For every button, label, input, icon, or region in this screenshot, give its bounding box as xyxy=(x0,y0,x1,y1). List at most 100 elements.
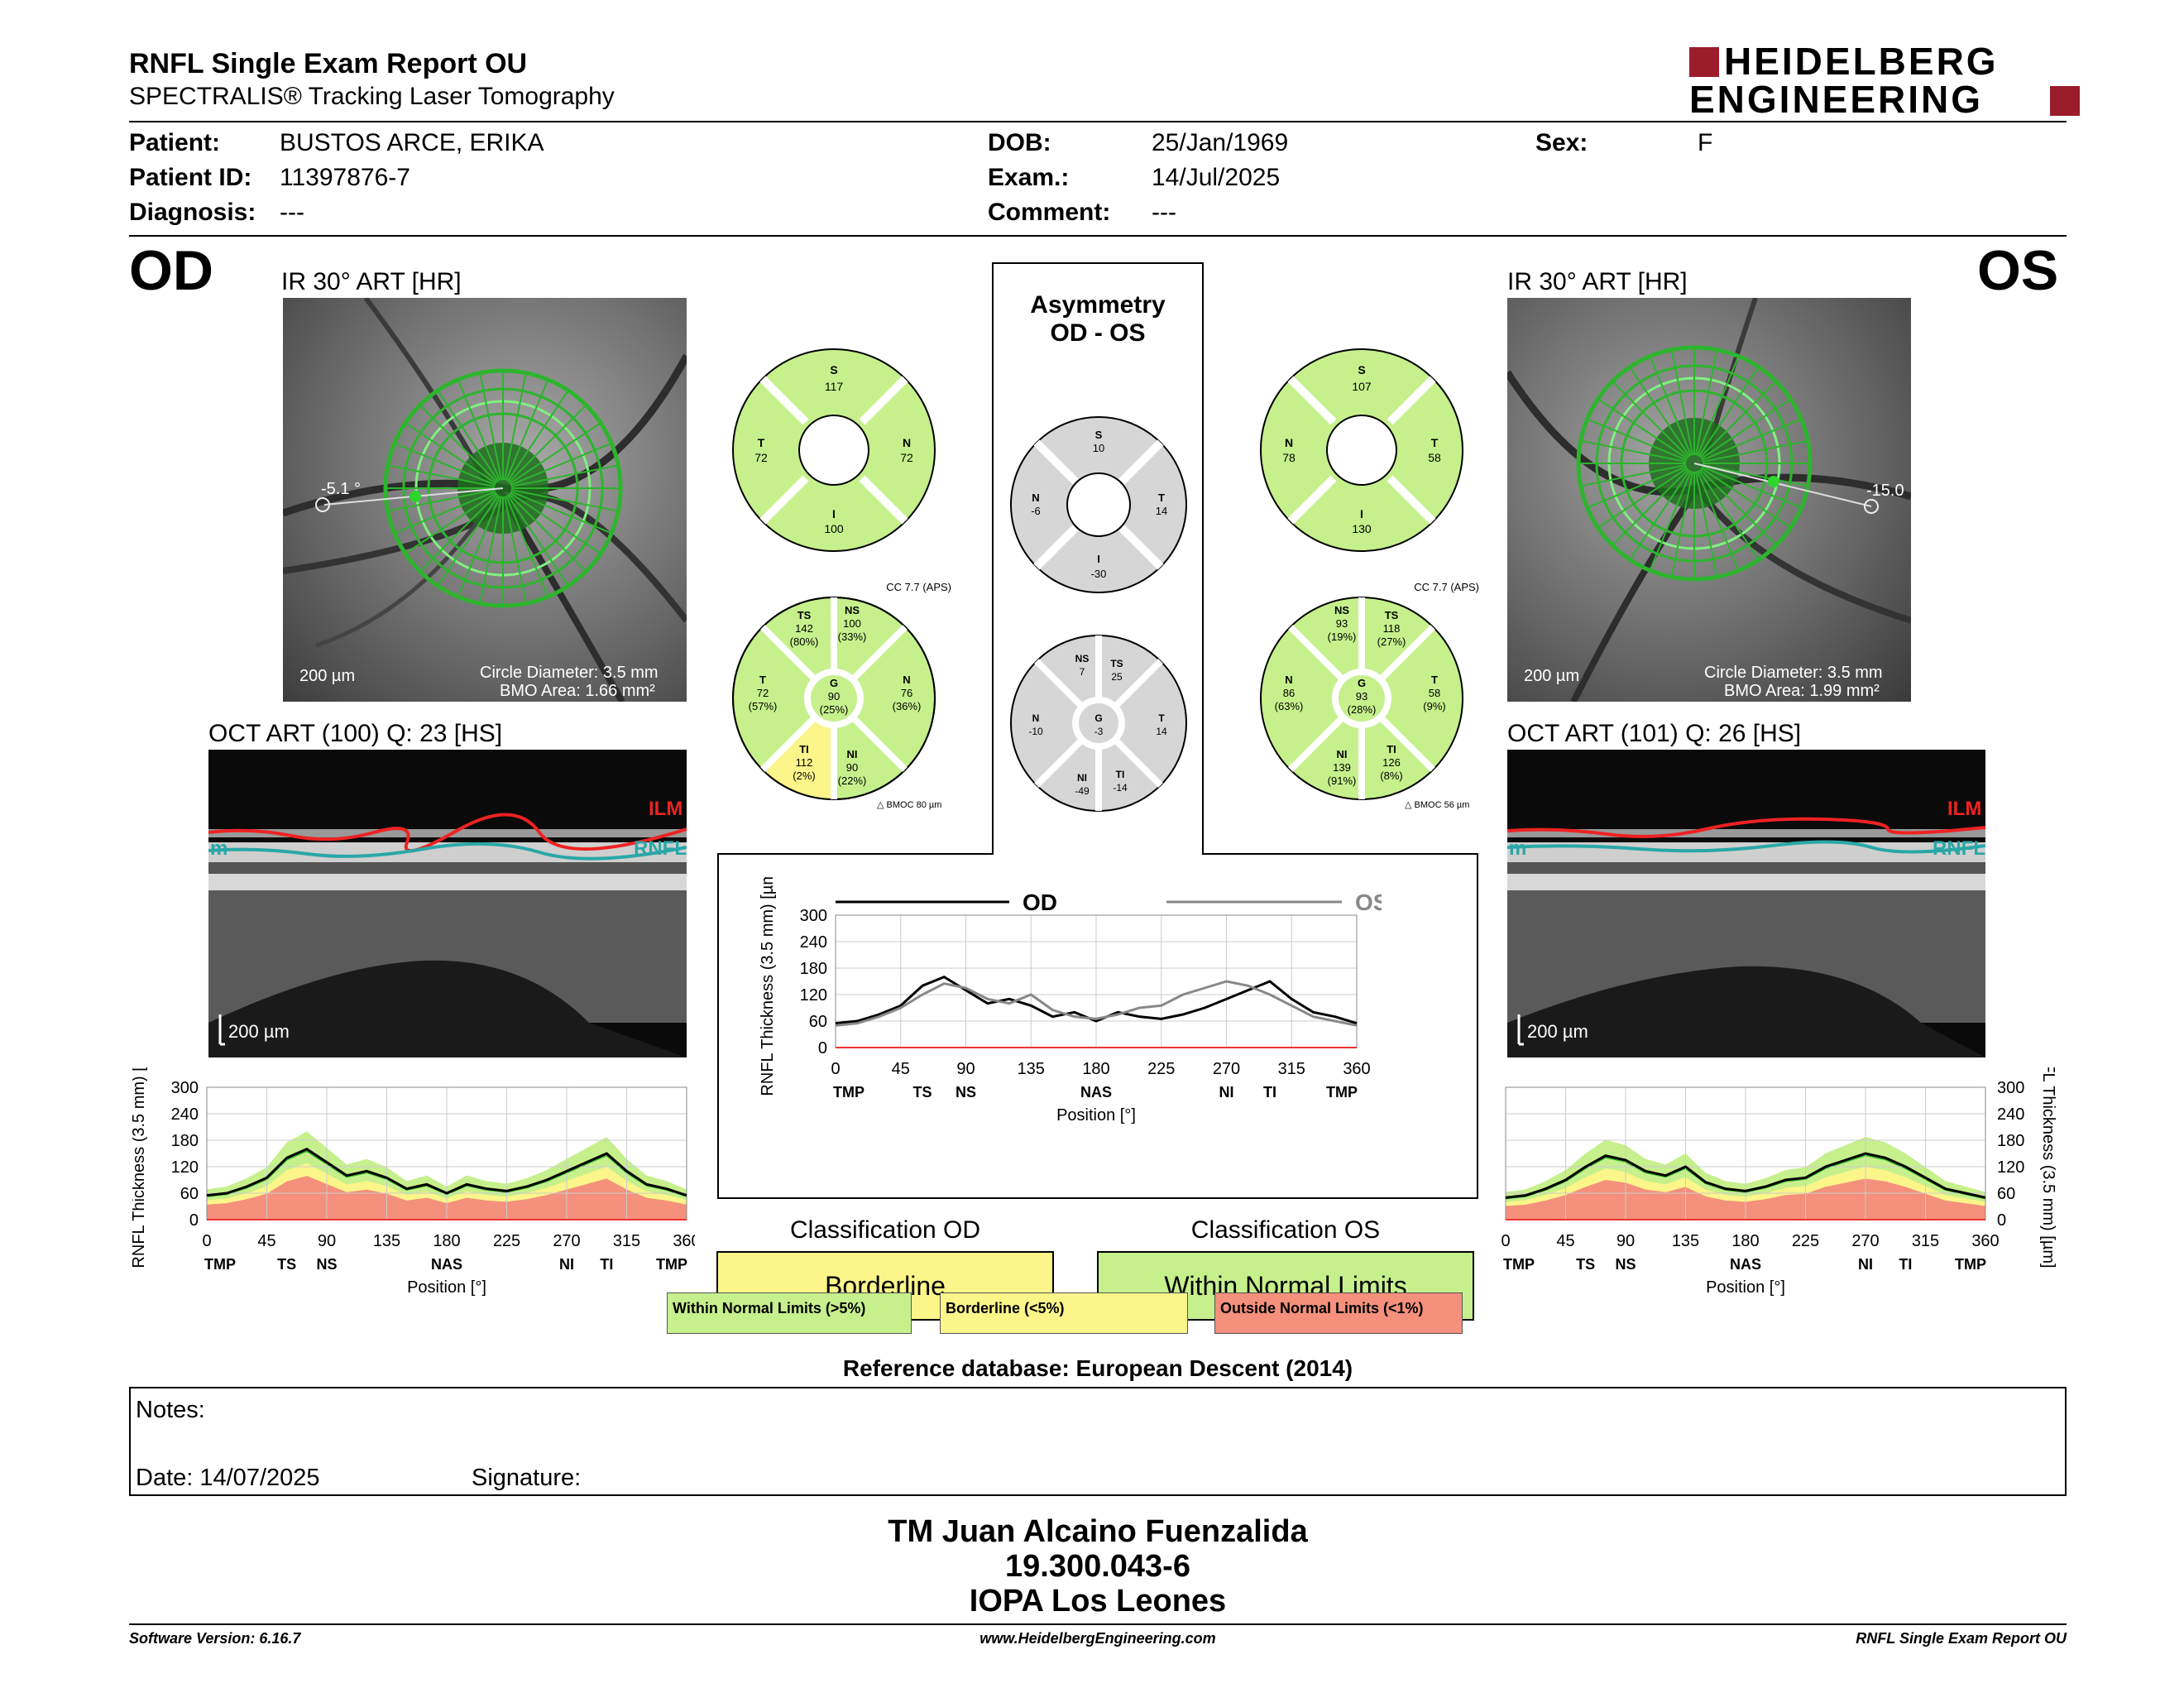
sector-tick-label: NAS xyxy=(1730,1256,1761,1273)
asym-sec-g-value: -3 xyxy=(1094,726,1104,737)
sector-tick-label: NS xyxy=(1615,1256,1636,1273)
sector-tick-label: NI xyxy=(559,1256,574,1273)
comment-value: --- xyxy=(1152,199,1176,226)
os-quad-i-label: I xyxy=(1360,507,1363,520)
od-sec-g-pct: (25%) xyxy=(820,703,849,716)
asym-sector-diagram: NS 7 TS 25 N -10 G -3 T 14 NI -49 TI -14 xyxy=(1010,635,1187,812)
x-tick-label: 270 xyxy=(1213,1060,1240,1078)
os-sec-ti-value: 126 xyxy=(1382,756,1401,769)
od-cc-label: CC 7.7 (APS) xyxy=(886,581,951,593)
scan-spoke xyxy=(1597,467,1688,529)
scan-spoke xyxy=(1700,467,1791,529)
rnfl-thickness-line xyxy=(206,1147,687,1197)
od-sec-ni-pct: (22%) xyxy=(838,774,867,787)
scan-spoke xyxy=(510,442,612,487)
sector-tick-label: NI xyxy=(1858,1256,1873,1273)
asym-sec-n-value: -10 xyxy=(1028,726,1043,737)
scan-spoke xyxy=(508,404,587,483)
os-sec-n-pct: (63%) xyxy=(1275,700,1304,712)
y-axis-label: RNFL Thickness (3.5 mm) [µm] xyxy=(2039,1067,2057,1268)
scan-spoke xyxy=(457,379,501,482)
scan-spoke xyxy=(1696,470,1740,571)
scan-spoke xyxy=(394,442,496,487)
os-sec-t-value: 58 xyxy=(1429,687,1440,699)
os-sec-g-value: 93 xyxy=(1356,690,1367,703)
sector-tick-label: TI xyxy=(1263,1084,1276,1101)
od-thickness-chart: 0 60 120 180 240 300 0 45 90 135 180 225 270 315 360 TM… xyxy=(132,1067,695,1297)
scan-spoke xyxy=(1701,418,1802,462)
exam-date: 14/Jul/2025 xyxy=(1152,164,1281,191)
od-sec-n-pct: (36%) xyxy=(893,700,922,712)
od-ir-title: IR 30° ART [HR] xyxy=(281,268,462,295)
od-sector-diagram: CC 7.7 (APS) TS 142 (80%) NS 100 (33%) T… xyxy=(732,581,951,810)
x-axis-label: Position [°] xyxy=(407,1278,486,1297)
scan-spoke xyxy=(510,490,612,535)
x-axis-label: Position [°] xyxy=(1706,1278,1785,1297)
asym-sec-g-label: G xyxy=(1094,712,1102,724)
sector-tick-label: NI xyxy=(1219,1084,1234,1101)
od-bmo-area: BMO Area: 1.66 mm² xyxy=(500,682,655,700)
asym-quad-t-label: T xyxy=(1158,492,1165,504)
os-ilm-label: ILM xyxy=(1947,798,1982,820)
scan-spoke xyxy=(1699,468,1777,546)
signer-place: IOPA Los Leones xyxy=(969,1584,1227,1618)
od-sec-ts-pct: (80%) xyxy=(790,635,819,648)
scan-spoke xyxy=(437,494,500,587)
scan-spoke xyxy=(509,492,601,554)
os-ir-title: IR 30° ART [HR] xyxy=(1507,268,1688,295)
scan-spoke xyxy=(510,464,619,488)
od-sec-ts-value: 142 xyxy=(795,622,813,635)
x-tick-label: 225 xyxy=(1147,1060,1175,1078)
signer-id: 19.300.043-6 xyxy=(1005,1549,1190,1584)
x-tick-label: 180 xyxy=(1731,1232,1759,1250)
os-sec-ni-label: NI xyxy=(1337,748,1348,760)
od-quadrant-diagram: S 117 T 72 N 72 I 100 xyxy=(732,348,936,552)
asymmetry-title: Asymmetry xyxy=(1030,291,1166,319)
asym-sec-ns-label: NS xyxy=(1075,653,1090,664)
os-sec-ns-value: 93 xyxy=(1336,617,1348,630)
scan-spoke xyxy=(479,496,503,604)
y-tick-label: 0 xyxy=(1997,1211,2006,1230)
scan-spoke xyxy=(1629,469,1691,560)
od-sec-ti-value: 112 xyxy=(796,756,813,769)
notes-date: Date: 14/07/2025 xyxy=(136,1465,320,1491)
y-tick-label: 300 xyxy=(800,907,827,925)
patient-label: Patient: xyxy=(129,129,221,156)
asym-quad-s-label: S xyxy=(1095,429,1103,441)
asym-quad-t-value: 14 xyxy=(1156,505,1167,517)
od-quad-s-label: S xyxy=(830,363,837,376)
patient-id-label: Patient ID: xyxy=(129,164,252,191)
reference-database: Reference database: European Descent (20… xyxy=(842,1355,1353,1381)
dob-label: DOB: xyxy=(988,129,1051,156)
sector-tick-label: NAS xyxy=(431,1256,462,1273)
x-tick-label: 315 xyxy=(1278,1060,1305,1078)
os-quadrant-diagram: S 107 N 78 T 58 I 130 xyxy=(1260,348,1463,552)
asym-sec-t-label: T xyxy=(1158,712,1165,724)
asym-quadrant-diagram: S 10 N -6 T 14 I -30 xyxy=(1010,416,1187,593)
sector-tick-label: TI xyxy=(1899,1256,1912,1273)
os-quad-t-label: T xyxy=(1431,436,1439,449)
x-tick-label: 90 xyxy=(1616,1232,1635,1250)
od-sec-g-label: G xyxy=(830,677,838,689)
scan-spoke xyxy=(405,492,497,554)
sector-tick-label: TMP xyxy=(1503,1256,1535,1273)
os-sec-n-label: N xyxy=(1285,674,1292,686)
os-sec-ni-pct: (91%) xyxy=(1328,774,1357,787)
scan-spoke xyxy=(1696,356,1740,457)
y-tick-label: 120 xyxy=(800,986,827,1005)
x-tick-label: 45 xyxy=(1556,1232,1574,1250)
od-ilm-label: ILM xyxy=(649,798,683,820)
y-tick-label: 60 xyxy=(1997,1185,2015,1203)
software-version: Software Version: 6.16.7 xyxy=(129,1630,301,1647)
od-quad-s-value: 117 xyxy=(825,380,844,393)
x-tick-label: 225 xyxy=(1792,1232,1819,1250)
scan-spoke xyxy=(387,488,496,512)
scan-spoke xyxy=(394,490,496,535)
asym-quad-n-value: -6 xyxy=(1031,505,1041,517)
x-tick-label: 90 xyxy=(318,1232,336,1250)
sector-tick-label: TMP xyxy=(833,1084,864,1101)
asym-sec-t-value: 14 xyxy=(1156,726,1167,737)
asym-sec-ns-value: 7 xyxy=(1080,666,1085,678)
y-tick-label: 240 xyxy=(800,933,827,952)
sector-tick-label: NS xyxy=(316,1256,337,1273)
